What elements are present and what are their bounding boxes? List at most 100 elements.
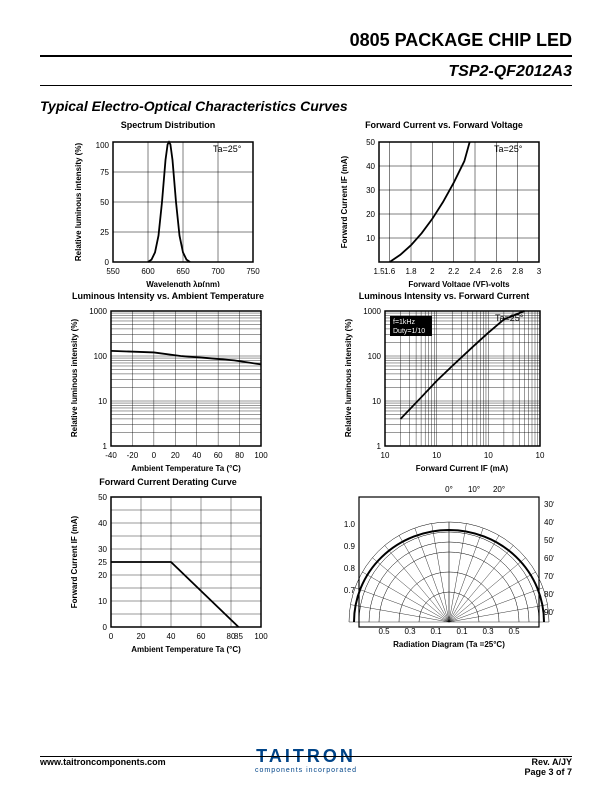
svg-text:30°: 30°	[544, 500, 554, 509]
svg-text:1.0: 1.0	[344, 520, 356, 529]
chart-intensity-current: Luminous Intensity vs. Forward Current T…	[316, 291, 572, 473]
svg-text:Ta=25°: Ta=25°	[213, 144, 242, 154]
svg-text:0.7: 0.7	[344, 586, 356, 595]
svg-text:20: 20	[137, 632, 146, 641]
footer-page: Page 3 of 7	[524, 767, 572, 777]
svg-text:0: 0	[103, 623, 108, 632]
svg-text:10: 10	[535, 451, 544, 460]
header-rule-2	[40, 85, 572, 86]
svg-text:0.5: 0.5	[508, 627, 520, 636]
chart-spectrum-title: Spectrum Distribution	[121, 120, 216, 130]
svg-text:2.4: 2.4	[469, 267, 481, 276]
svg-text:Radiation Diagram (Ta =25°C): Radiation Diagram (Ta =25°C)	[393, 640, 505, 649]
chart-spectrum-svg: Ta=25° 550600650700750 0255075100 Wavele…	[68, 132, 268, 287]
svg-text:2.8: 2.8	[512, 267, 524, 276]
svg-text:50: 50	[98, 493, 107, 502]
chart-iv: Forward Current vs. Forward Voltage Ta=2…	[316, 120, 572, 287]
svg-text:10: 10	[98, 397, 107, 406]
svg-text:30: 30	[366, 186, 375, 195]
chart-intensity-current-title: Luminous Intensity vs. Forward Current	[359, 291, 530, 301]
svg-text:0.1: 0.1	[430, 627, 442, 636]
svg-text:1: 1	[376, 442, 381, 451]
chart-derating-title: Forward Current Derating Curve	[99, 477, 237, 487]
svg-text:20: 20	[98, 571, 107, 580]
svg-text:0.9: 0.9	[344, 542, 356, 551]
svg-text:100: 100	[94, 352, 108, 361]
svg-text:0°: 0°	[445, 485, 453, 494]
svg-text:70°: 70°	[544, 572, 554, 581]
svg-text:100: 100	[254, 451, 268, 460]
svg-text:100: 100	[96, 141, 110, 150]
svg-text:1: 1	[103, 442, 108, 451]
chart-temp-title: Luminous Intensity vs. Ambient Temperatu…	[72, 291, 264, 301]
chart-temp-svg: -40-20020406080100 1101001000 Ambient Te…	[63, 303, 273, 473]
svg-text:20°: 20°	[493, 485, 505, 494]
chart-spectrum: Spectrum Distribution Ta=25° 550 600 650 70…	[40, 120, 296, 287]
svg-text:40: 40	[98, 519, 107, 528]
svg-text:100: 100	[367, 352, 381, 361]
svg-text:700: 700	[211, 267, 225, 276]
svg-text:0: 0	[109, 632, 114, 641]
svg-text:1000: 1000	[89, 307, 107, 316]
svg-text:0.1: 0.1	[456, 627, 468, 636]
svg-text:1.8: 1.8	[405, 267, 417, 276]
svg-text:0.5: 0.5	[378, 627, 390, 636]
svg-text:Forward Voltage (VF)-volts: Forward Voltage (VF)-volts	[408, 280, 510, 287]
svg-text:50: 50	[366, 138, 375, 147]
svg-text:600: 600	[141, 267, 155, 276]
svg-text:2.2: 2.2	[448, 267, 460, 276]
svg-text:85: 85	[234, 632, 243, 641]
svg-text:Ambient Temperature Ta (°C): Ambient Temperature Ta (°C)	[131, 645, 241, 654]
svg-text:0: 0	[105, 258, 110, 267]
svg-text:10: 10	[372, 397, 381, 406]
chart-iv-title: Forward Current vs. Forward Voltage	[365, 120, 523, 130]
svg-text:60: 60	[197, 632, 206, 641]
svg-text:60°: 60°	[544, 554, 554, 563]
svg-text:Forward Current IF (mA): Forward Current IF (mA)	[415, 464, 508, 473]
section-title: Typical Electro-Optical Characteristics …	[40, 98, 572, 114]
svg-text:Wavelength λp(nm): Wavelength λp(nm)	[146, 280, 220, 287]
svg-text:3: 3	[537, 267, 542, 276]
svg-text:40: 40	[366, 162, 375, 171]
svg-text:50°: 50°	[544, 536, 554, 545]
svg-text:750: 750	[246, 267, 260, 276]
svg-text:90°: 90°	[544, 608, 554, 617]
svg-text:50: 50	[100, 198, 109, 207]
svg-text:20: 20	[366, 210, 375, 219]
footer-url: www.taitroncomponents.com	[40, 757, 166, 767]
svg-text:10: 10	[98, 597, 107, 606]
charts-grid: Spectrum Distribution Ta=25° 55060065070…	[40, 120, 572, 654]
chart-radiation-svg: 0°10°20°30°40°50°60°70°80°90°1.00.90.80.…	[334, 479, 554, 649]
svg-text:60: 60	[214, 451, 223, 460]
svg-text:40: 40	[192, 451, 201, 460]
svg-text:40: 40	[167, 632, 176, 641]
svg-text:Ambient Temperature Ta (°C): Ambient Temperature Ta (°C)	[131, 464, 241, 473]
svg-text:80°: 80°	[544, 590, 554, 599]
svg-text:10: 10	[432, 451, 441, 460]
svg-text:0.3: 0.3	[404, 627, 416, 636]
svg-text:-20: -20	[127, 451, 139, 460]
svg-text:10: 10	[380, 451, 389, 460]
svg-text:650: 650	[176, 267, 190, 276]
footer-rev: Rev. A/JY	[531, 757, 572, 767]
package-title: 0805 PACKAGE CHIP LED	[40, 30, 572, 51]
svg-text:-40: -40	[105, 451, 117, 460]
svg-text:40°: 40°	[544, 518, 554, 527]
svg-text:0: 0	[152, 451, 157, 460]
header-rule-1	[40, 55, 572, 57]
svg-text:30: 30	[98, 545, 107, 554]
svg-text:2: 2	[430, 267, 435, 276]
svg-text:Relative luminous intensity (%: Relative luminous intensity (%)	[344, 319, 353, 438]
chart-intensity-current-svg: Ta=25° f=1kHz Duty=1/10 10101010 1101001…	[337, 303, 552, 473]
svg-text:Forward Current IF (mA): Forward Current IF (mA)	[340, 155, 349, 248]
svg-text:100: 100	[254, 632, 268, 641]
chart-derating: Forward Current Derating Curve 020406080…	[40, 477, 296, 654]
chart-iv-svg: Ta=25° 1.51.61.822.22.42.62.83 102030405…	[334, 132, 554, 287]
svg-text:550: 550	[106, 267, 120, 276]
svg-text:0.3: 0.3	[482, 627, 494, 636]
footer: www.taitroncomponents.com Rev. A/JY Page…	[40, 754, 572, 777]
svg-text:Ta=25°: Ta=25°	[494, 144, 523, 154]
chart-derating-svg: 02040608010085 0102030405025 Ambient Tem…	[63, 489, 273, 654]
svg-text:Relative luminous intensity (%: Relative luminous intensity (%)	[70, 319, 79, 438]
svg-text:80: 80	[235, 451, 244, 460]
